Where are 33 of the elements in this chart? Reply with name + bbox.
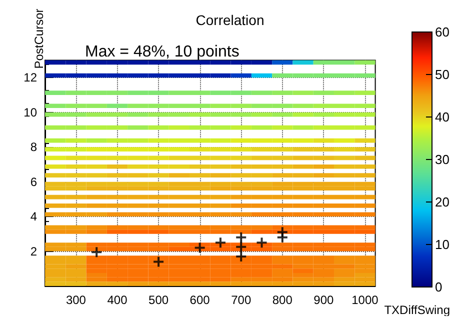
x-tick-label: 900 xyxy=(314,293,334,307)
point xyxy=(236,251,246,262)
color-bar-label: 10 xyxy=(435,237,450,252)
x-tick-label: 800 xyxy=(272,293,293,307)
color-bar-label: 20 xyxy=(435,194,450,210)
point xyxy=(236,232,246,242)
chart-title: Correlation xyxy=(196,12,264,28)
point xyxy=(194,242,205,253)
y-tick-label: 8 xyxy=(30,140,38,154)
point xyxy=(236,242,246,252)
x-tick-label: 500 xyxy=(148,293,169,307)
y-tick-label: 12 xyxy=(24,70,38,85)
x-tick-label: 300 xyxy=(66,293,86,307)
point xyxy=(256,238,267,248)
point xyxy=(215,238,226,248)
y-tick-label: 4 xyxy=(30,210,38,224)
color-bar-label: 40 xyxy=(435,110,450,124)
y-tick-label: 2 xyxy=(30,244,38,258)
annotation: Max = 48%, 10 points xyxy=(85,44,240,60)
color-bar-label: 30 xyxy=(435,152,450,167)
point xyxy=(277,232,288,242)
x-tick-label: 600 xyxy=(190,293,210,307)
y-tick-label: 6 xyxy=(30,174,38,189)
x-tick-label: 700 xyxy=(231,293,252,307)
color-bar-label: 0 xyxy=(435,280,442,294)
x-tick-label: 400 xyxy=(107,293,128,307)
y-axis-title: PostCursor xyxy=(32,8,46,69)
color-bar-label: 50 xyxy=(435,67,450,82)
point xyxy=(92,247,102,258)
color-bar-label: 60 xyxy=(435,24,450,40)
point xyxy=(154,256,164,267)
x-tick-label: 1000 xyxy=(352,293,379,307)
y-tick-label: 10 xyxy=(24,105,38,120)
